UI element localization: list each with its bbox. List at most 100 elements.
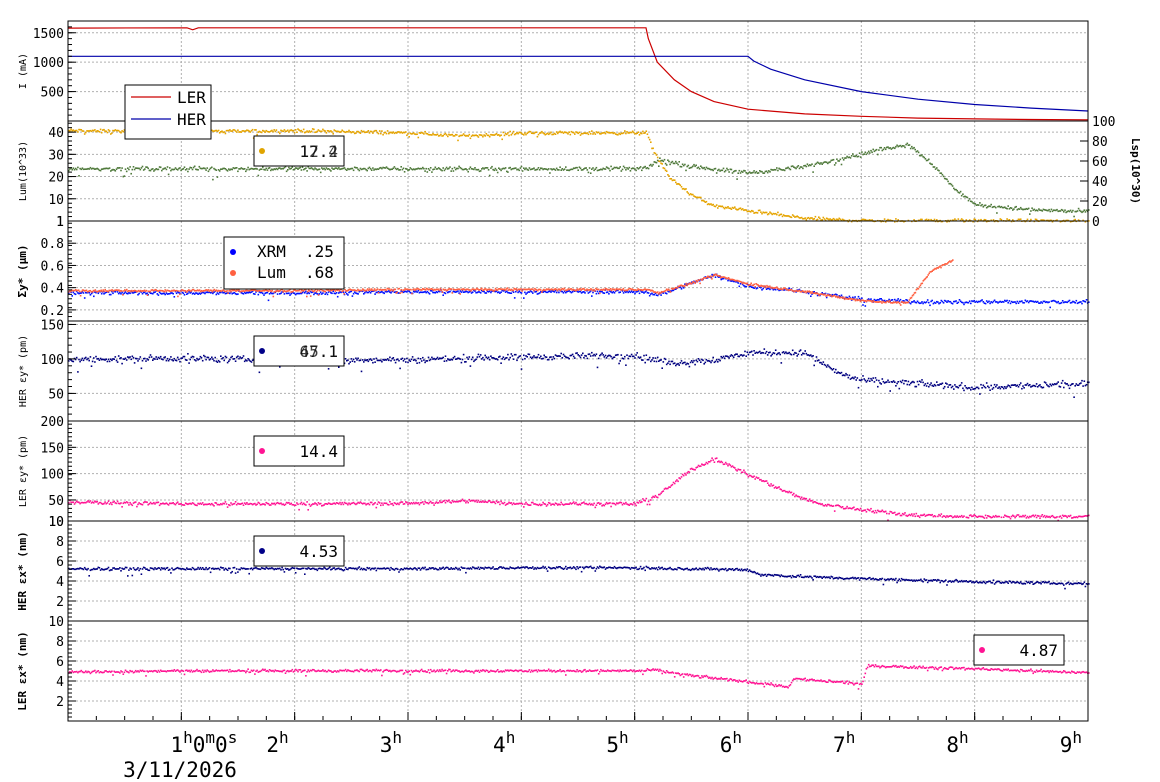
- her-ey-point: [107, 358, 110, 361]
- her-ey-point: [382, 358, 384, 361]
- sigma-point: [120, 293, 122, 295]
- luminosity-point: [1043, 209, 1046, 211]
- her-ey-point: [146, 358, 148, 360]
- sigma-point: [403, 289, 405, 291]
- ler-ey-point: [249, 502, 252, 505]
- her-ey-point: [72, 360, 75, 363]
- luminosity-point: [793, 166, 795, 168]
- sigma-point: [1057, 300, 1059, 303]
- luminosity-point: [811, 217, 813, 219]
- her-ey-point: [992, 386, 995, 389]
- luminosity-point: [585, 167, 587, 169]
- luminosity-point: [601, 132, 603, 134]
- luminosity-point: [1002, 206, 1005, 209]
- sigma-point: [727, 277, 730, 279]
- luminosity-point: [426, 133, 429, 135]
- sigma-point: [669, 291, 672, 293]
- sigma-point: [245, 292, 247, 295]
- ler-ey-point: [184, 502, 187, 504]
- luminosity-point: [239, 131, 241, 133]
- ler-ey-point: [283, 504, 286, 506]
- sigma-point: [424, 289, 427, 291]
- luminosity-point: [904, 146, 906, 149]
- luminosity-point: [741, 171, 744, 173]
- sigma-point: [746, 283, 749, 286]
- ler-ey-point: [538, 503, 541, 506]
- her-ey-point: [715, 359, 718, 361]
- sigma-point: [399, 292, 401, 294]
- ler-ey-point: [532, 501, 534, 504]
- luminosity-point: [931, 163, 933, 166]
- ler-ey-point: [145, 501, 147, 503]
- luminosity-point: [287, 129, 289, 132]
- her-ey-point: [147, 359, 149, 361]
- sigma-point: [310, 291, 313, 294]
- sigma-point: [551, 288, 554, 291]
- her-ey-point: [675, 364, 677, 367]
- luminosity-point: [471, 168, 474, 170]
- luminosity-point: [283, 129, 286, 131]
- luminosity-point: [121, 130, 123, 132]
- her-ey-point: [641, 359, 643, 361]
- sigma-point: [927, 274, 929, 276]
- her-ey-point: [452, 357, 455, 359]
- luminosity-point: [276, 168, 279, 171]
- luminosity-point: [566, 131, 568, 134]
- luminosity-point: [873, 150, 876, 153]
- sigma-point: [583, 288, 585, 290]
- sigma-point: [568, 290, 570, 292]
- luminosity-point: [273, 168, 275, 170]
- luminosity-point: [272, 169, 274, 171]
- sigma-point: [308, 292, 311, 295]
- sigma-point: [257, 293, 260, 296]
- sigma-point: [536, 293, 539, 295]
- ler-ey-point: [414, 502, 416, 505]
- ler-ey-point: [604, 503, 607, 505]
- luminosity-point: [845, 157, 847, 159]
- sigma-point: [183, 294, 186, 296]
- luminosity-point: [746, 172, 749, 175]
- ler-ey-point: [289, 503, 291, 505]
- luminosity-point: [917, 151, 920, 154]
- sigma-point: [687, 283, 690, 285]
- sigma-point: [1026, 300, 1029, 302]
- her-ey-point: [660, 359, 662, 361]
- sigma-point: [670, 290, 673, 292]
- sigma-point: [872, 301, 874, 303]
- her-ey-point: [327, 368, 330, 370]
- sigma-point: [568, 288, 571, 291]
- luminosity-point: [1006, 207, 1008, 210]
- luminosity-point: [394, 131, 397, 134]
- her-ey-point: [912, 380, 914, 383]
- sigma-point: [585, 289, 587, 291]
- her-ey-point: [932, 385, 935, 387]
- ler-ey-point: [595, 504, 598, 506]
- luminosity-point: [964, 195, 966, 198]
- luminosity-point: [751, 209, 753, 212]
- luminosity-point: [326, 130, 329, 132]
- sigma-point: [591, 288, 593, 291]
- her-ey-point: [997, 387, 999, 389]
- sigma-point: [963, 303, 965, 306]
- luminosity-point: [730, 168, 733, 171]
- her-ey-point: [658, 360, 660, 362]
- sigma-point: [735, 281, 737, 283]
- luminosity-point: [552, 168, 555, 170]
- sigma-point: [291, 290, 293, 293]
- luminosity-point: [231, 168, 233, 171]
- luminosity-point: [339, 168, 341, 171]
- luminosity-point: [305, 167, 307, 169]
- her-ey-point: [680, 360, 683, 362]
- ler-ey-point: [359, 501, 362, 503]
- sigma-point: [758, 285, 760, 287]
- her-ey-point: [671, 360, 674, 363]
- ler-ey-point: [450, 502, 452, 504]
- ler-ey-point: [300, 501, 303, 504]
- sigma-point: [575, 289, 577, 292]
- her-ey-point: [732, 356, 735, 359]
- her-ey-point: [364, 359, 366, 361]
- ler-ey-point: [213, 505, 215, 507]
- ler-ey-point: [216, 503, 219, 506]
- sigma-point: [597, 292, 600, 295]
- ler-ey-point: [398, 503, 400, 506]
